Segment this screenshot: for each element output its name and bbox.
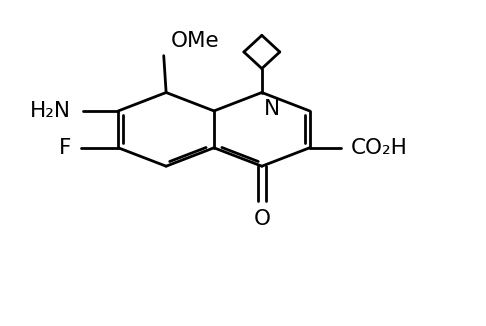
Text: CO₂H: CO₂H	[351, 138, 408, 158]
Text: OMe: OMe	[171, 31, 220, 51]
Text: O: O	[253, 209, 270, 229]
Text: H₂N: H₂N	[30, 101, 71, 121]
Text: F: F	[59, 138, 71, 158]
Text: N: N	[264, 99, 280, 119]
